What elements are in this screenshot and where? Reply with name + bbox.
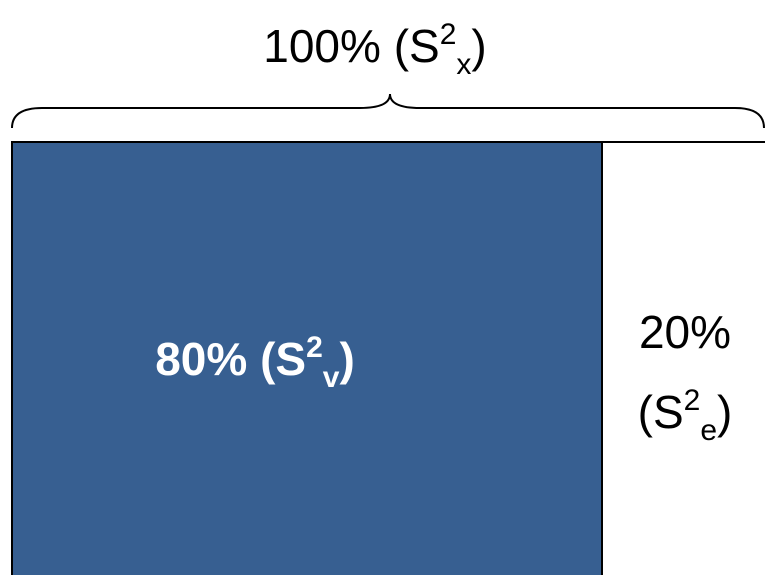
label-text: )	[717, 386, 732, 438]
label-text: 80% (S	[155, 333, 306, 385]
superscript: 2	[684, 384, 701, 417]
label-text: 100% (S	[263, 20, 439, 72]
label-text: (S	[638, 386, 684, 438]
superscript: 2	[440, 18, 457, 51]
subscript: v	[323, 361, 340, 394]
superscript: 2	[306, 331, 323, 364]
label-text: )	[339, 333, 354, 385]
subscript: e	[700, 414, 717, 447]
total-label: 100% (S2x)	[263, 18, 486, 81]
explained-label: 80% (S2v)	[155, 331, 355, 394]
error-label: 20%	[639, 306, 731, 358]
label-text: )	[471, 20, 486, 72]
subscript: x	[456, 48, 471, 81]
error-symbol: (S2e)	[638, 384, 733, 447]
brace	[11, 93, 765, 129]
explained-segment	[11, 141, 603, 575]
